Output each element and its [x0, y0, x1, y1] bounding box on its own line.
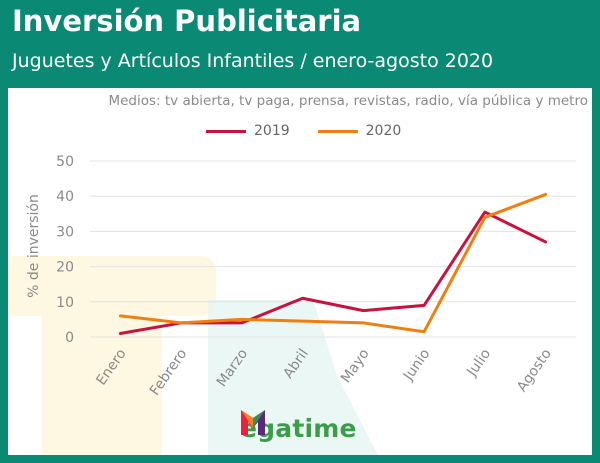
brand-logo: egatime — [240, 408, 357, 448]
x-tick-label: Julio — [464, 346, 495, 380]
legend-item-2019: 2019 — [206, 123, 290, 139]
legend-item-2020: 2020 — [317, 123, 402, 139]
series-line-2019 — [118, 210, 548, 335]
page-title: Inversión Publicitaria — [12, 4, 362, 38]
chart-panel: Medios: tv abierta, tv paga, prensa, rev… — [8, 88, 592, 455]
y-tick-label: 50 — [56, 154, 74, 170]
watermark-teal-shape — [208, 300, 378, 455]
x-tick-label: Febrero — [147, 346, 190, 398]
x-tick-label: Junio — [400, 346, 433, 384]
watermark-block-top — [8, 256, 216, 316]
x-tick-label: Abril — [280, 346, 311, 381]
y-tick-label: 20 — [56, 260, 74, 276]
legend-label-2020: 2020 — [365, 123, 402, 139]
page-subtitle: Juguetes y Artículos Infantiles / enero-… — [12, 50, 494, 72]
y-tick-label: 10 — [56, 295, 74, 311]
series-lines — [118, 192, 548, 335]
y-tick-label: 40 — [56, 189, 74, 205]
y-axis-label: % de inversión — [26, 194, 42, 298]
legend-swatch-2020 — [317, 129, 358, 133]
x-tick-label: Mayo — [338, 346, 373, 386]
x-tick-label: Marzo — [214, 346, 251, 390]
megatime-m-logo-icon — [241, 410, 265, 435]
line-chart: 0 10 20 30 40 50 Enero Febrero Marzo Abril Mayo Ju… — [26, 154, 576, 399]
x-tick-labels: Enero Febrero Marzo Abril Mayo Junio Julio Agos… — [93, 346, 555, 398]
y-tick-labels: 0 10 20 30 40 50 — [56, 154, 74, 346]
legend-swatch-2019 — [206, 129, 246, 133]
series-line-2020 — [118, 192, 548, 334]
y-tick-label: 0 — [65, 330, 74, 346]
x-tick-label: Enero — [93, 346, 129, 388]
watermark-block-bottom — [42, 316, 162, 455]
legend: 2019 2020 — [206, 121, 429, 141]
header: Inversión Publicitaria Juguetes y Artícu… — [0, 0, 600, 86]
grid-lines — [90, 160, 576, 338]
legend-label-2019: 2019 — [254, 123, 290, 139]
x-tick-label: Agosto — [514, 346, 555, 395]
chart-subtitle: Medios: tv abierta, tv paga, prensa, rev… — [108, 93, 588, 109]
y-tick-label: 30 — [56, 224, 74, 240]
watermark-decoration — [8, 256, 378, 455]
